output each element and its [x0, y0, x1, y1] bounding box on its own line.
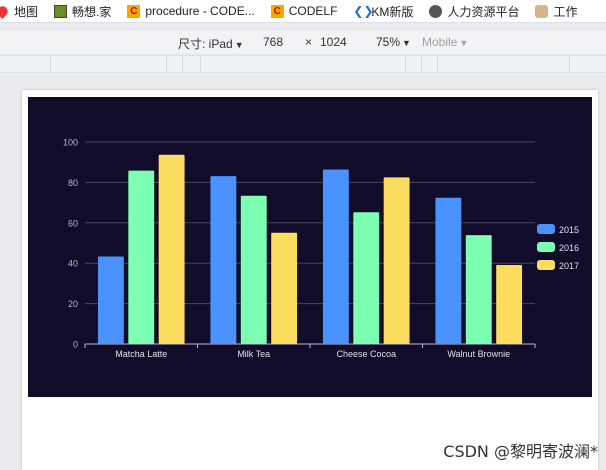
- y-tick-label: 0: [73, 340, 78, 350]
- device-select[interactable]: 尺寸: iPad ▼: [178, 35, 244, 52]
- caret-down-icon: ▼: [402, 38, 411, 48]
- bar-2015-matcha-latte: [97, 256, 124, 344]
- y-tick-label: 40: [68, 259, 78, 269]
- bookmark-label: 人力资源平台: [447, 4, 520, 19]
- bar-2016-matcha-latte: [128, 170, 155, 344]
- bookmark-km[interactable]: ❮❯ KM新版: [353, 3, 413, 20]
- map-pin-icon: [0, 3, 10, 19]
- emulated-page: 0 20 40 60 80 100 Matcha Latte Milk Tea Cheese C…: [22, 90, 598, 470]
- bar-2017-matcha-latte: [158, 154, 185, 344]
- bar-2015-walnut-brownie: [435, 197, 462, 344]
- codelf-icon: C: [127, 4, 141, 18]
- bookmark-codelf[interactable]: C CODELF: [270, 4, 338, 18]
- x-tick-label: Milk Tea: [237, 349, 270, 359]
- mode-value: Mobile: [422, 35, 458, 49]
- bar-2016-milk-tea: [240, 195, 267, 344]
- bookmark-label: CODELF: [288, 4, 338, 18]
- bookmark-label: 工作: [553, 4, 578, 19]
- device-size-label: 尺寸: iPad: [178, 37, 233, 51]
- bar-2017-cheese-cocoa: [383, 177, 410, 344]
- y-tick-label: 80: [68, 178, 78, 188]
- bar-2015-milk-tea: [210, 176, 237, 344]
- bar-2017-milk-tea: [271, 232, 298, 344]
- watermark: CSDN @黎明寄波澜*: [443, 442, 598, 461]
- bar-2015-cheese-cocoa: [322, 169, 349, 344]
- zoom-select[interactable]: 75% ▼: [376, 35, 411, 49]
- caret-down-icon: ▼: [234, 40, 244, 50]
- bookmarks-bar: 地图 畅想.家 C procedure - CODE... C CODELF ❮…: [0, 0, 606, 23]
- x-tick-label: Matcha Latte: [115, 349, 167, 359]
- legend-label: 2016: [559, 243, 579, 253]
- bookmark-label: 畅想.家: [72, 4, 112, 19]
- x-tick-label: Cheese Cocoa: [336, 349, 396, 359]
- bookmark-label: KM新版: [371, 4, 414, 19]
- legend-swatch: [537, 242, 555, 252]
- legend-label: 2017: [559, 261, 579, 271]
- y-tick-label: 20: [68, 299, 78, 309]
- legend-swatch: [537, 260, 555, 270]
- legend-label: 2015: [559, 225, 579, 235]
- mode-select[interactable]: Mobile ▼: [422, 35, 468, 49]
- y-tick-label: 100: [63, 138, 78, 148]
- device-toolbar: 尺寸: iPad ▼ 768 × 1024 75% ▼ Mobile ▼: [0, 31, 606, 53]
- caret-down-icon: ▼: [459, 38, 469, 48]
- bar-2016-walnut-brownie: [465, 235, 492, 344]
- bookmark-map[interactable]: 地图: [0, 3, 38, 20]
- y-tick-label: 60: [68, 218, 78, 228]
- bookmark-label: procedure - CODE...: [145, 4, 255, 18]
- globe-icon: [429, 4, 443, 18]
- height-input[interactable]: 1024: [320, 35, 347, 49]
- bar-2016-cheese-cocoa: [353, 212, 380, 344]
- bookmark-changxiang[interactable]: 畅想.家: [54, 3, 111, 20]
- photo-icon: [54, 4, 68, 18]
- zoom-value: 75%: [376, 35, 401, 49]
- x-tick-label: Walnut Brownie: [447, 349, 510, 359]
- bookmark-procedure[interactable]: C procedure - CODE...: [127, 4, 255, 18]
- times-sign: ×: [305, 35, 313, 49]
- bookmark-hr-platform[interactable]: 人力资源平台: [429, 3, 519, 20]
- person-icon: [535, 4, 549, 18]
- bookmark-label: 地图: [14, 4, 39, 19]
- bookmark-work[interactable]: 工作: [535, 3, 577, 20]
- bar-chart: 0 20 40 60 80 100 Matcha Latte Milk Tea Cheese C…: [63, 138, 579, 360]
- bar-2017-walnut-brownie: [496, 265, 523, 344]
- km-icon: ❮❯: [353, 3, 374, 18]
- legend-swatch: [537, 224, 555, 234]
- codelf-icon: C: [270, 4, 284, 18]
- chart-container: 0 20 40 60 80 100 Matcha Latte Milk Tea Cheese C…: [28, 97, 592, 397]
- width-input[interactable]: 768: [263, 35, 284, 49]
- media-query-ruler: [0, 55, 606, 73]
